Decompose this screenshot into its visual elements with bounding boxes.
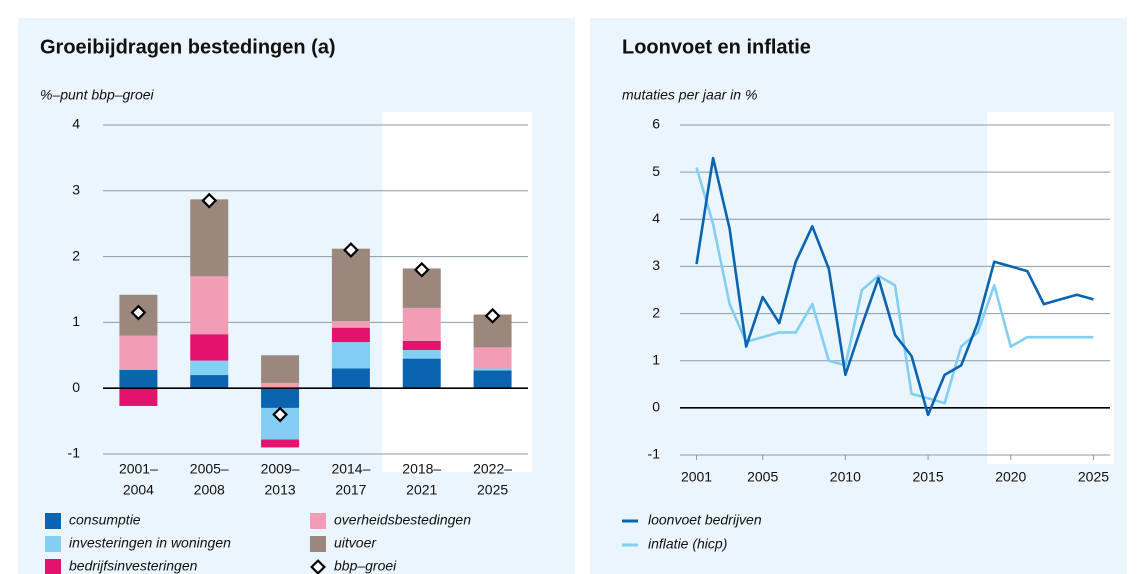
marker xyxy=(130,304,147,321)
marker xyxy=(272,406,289,423)
bar xyxy=(261,388,300,408)
y-tick-label: 6 xyxy=(652,116,660,132)
legend-label: bbp–groei xyxy=(334,558,397,574)
legend-swatch xyxy=(45,559,61,574)
bar xyxy=(473,370,512,389)
bar xyxy=(473,347,512,369)
bar xyxy=(261,382,300,389)
y-tick-label: 5 xyxy=(652,163,660,179)
y-tick-label: 0 xyxy=(652,399,660,415)
x-tick-label: 2015 xyxy=(912,469,943,485)
y-tick-label: 1 xyxy=(72,313,80,329)
x-tick-label: 2025 xyxy=(1078,469,1109,485)
bar xyxy=(119,335,158,370)
bar xyxy=(331,321,370,328)
y-tick-label: 4 xyxy=(652,210,660,226)
x-tick-label: 2021 xyxy=(406,482,437,498)
x-tick-label: 2017 xyxy=(335,482,366,498)
y-tick-label: 2 xyxy=(652,304,660,320)
legend-label: overheidsbestedingen xyxy=(334,512,471,528)
x-tick-label: 2001– xyxy=(119,461,158,477)
bar xyxy=(190,334,229,361)
y-tick-label: 1 xyxy=(652,351,660,367)
bar xyxy=(190,276,229,335)
legend-label: uitvoer xyxy=(334,535,377,551)
x-tick-label: 2014– xyxy=(331,461,370,477)
x-tick-label: 2005– xyxy=(190,461,229,477)
x-tick-label: 2005 xyxy=(747,469,778,485)
y-axis-label: %–punt bbp–groei xyxy=(40,87,155,103)
line xyxy=(695,167,1094,405)
legend-swatch xyxy=(45,536,61,552)
legend-label: consumptie xyxy=(69,512,141,528)
marker xyxy=(310,559,326,574)
y-tick-label: 4 xyxy=(72,116,80,132)
y-tick-label: 2 xyxy=(72,247,80,263)
legend-swatch xyxy=(45,513,61,529)
x-tick-label: 2010 xyxy=(830,469,861,485)
bar xyxy=(402,340,441,351)
marker xyxy=(484,307,501,324)
y-tick-label: -1 xyxy=(68,445,81,461)
bar xyxy=(331,327,370,343)
y-axis-label: mutaties per jaar in % xyxy=(622,87,757,103)
marker xyxy=(342,242,359,258)
bar xyxy=(473,368,512,371)
bar xyxy=(190,360,229,376)
x-tick-label: 2008 xyxy=(194,482,225,498)
legend-swatch xyxy=(310,513,326,529)
chart-title: Loonvoet en inflatie xyxy=(622,36,811,58)
bar xyxy=(402,350,441,359)
x-tick-label: 2004 xyxy=(123,482,154,498)
x-tick-label: 2022– xyxy=(473,461,512,477)
bar xyxy=(119,388,158,406)
bar xyxy=(261,355,300,383)
marker xyxy=(413,261,430,278)
legend-label: investeringen in woningen xyxy=(69,535,231,551)
y-tick-label: 3 xyxy=(652,257,660,273)
x-tick-label: 2001 xyxy=(681,469,712,485)
x-tick-label: 2009– xyxy=(261,461,300,477)
bar xyxy=(331,248,370,322)
line xyxy=(695,156,1094,417)
bar xyxy=(331,368,370,389)
legend-label: bedrijfsinvesteringen xyxy=(69,558,198,574)
forecast-area xyxy=(987,112,1114,464)
legend-label: loonvoet bedrijven xyxy=(648,512,762,528)
x-tick-label: 2025 xyxy=(477,482,508,498)
y-tick-label: -1 xyxy=(648,446,661,462)
x-tick-label: 2020 xyxy=(995,469,1026,485)
bar xyxy=(190,375,229,389)
bar xyxy=(190,199,229,277)
bar xyxy=(331,342,370,369)
x-tick-label: 2018– xyxy=(402,461,441,477)
marker xyxy=(201,192,218,209)
legend-swatch xyxy=(310,536,326,552)
x-tick-label: 2013 xyxy=(265,482,296,498)
bar xyxy=(402,307,441,341)
chart-title: Groeibijdragen bestedingen (a) xyxy=(40,36,336,58)
bar xyxy=(261,439,300,448)
y-tick-label: 3 xyxy=(72,182,80,198)
bar xyxy=(402,358,441,389)
legend-label: inflatie (hicp) xyxy=(648,536,727,552)
y-tick-label: 0 xyxy=(72,379,80,395)
bar xyxy=(119,369,158,389)
